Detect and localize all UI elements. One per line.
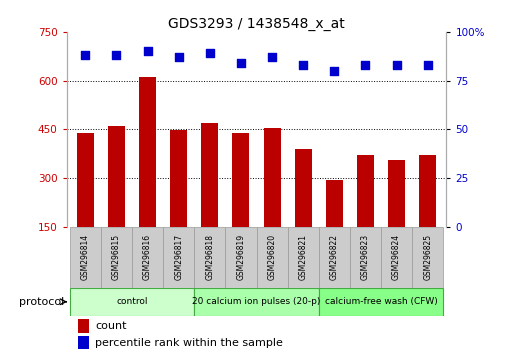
Bar bbox=[294, 149, 312, 227]
Bar bbox=[101, 227, 132, 287]
Point bbox=[268, 55, 276, 60]
Bar bbox=[139, 77, 156, 227]
Point bbox=[330, 68, 339, 74]
Bar bbox=[201, 124, 219, 227]
Bar bbox=[264, 128, 281, 227]
Bar bbox=[78, 336, 89, 349]
Text: GSM296815: GSM296815 bbox=[112, 234, 121, 280]
Bar bbox=[419, 155, 436, 227]
Point bbox=[174, 55, 183, 60]
Point bbox=[392, 62, 401, 68]
Text: percentile rank within the sample: percentile rank within the sample bbox=[95, 338, 283, 348]
Point bbox=[361, 62, 369, 68]
Text: calcium-free wash (CFW): calcium-free wash (CFW) bbox=[325, 297, 438, 306]
Text: GSM296821: GSM296821 bbox=[299, 234, 308, 280]
Text: GSM296822: GSM296822 bbox=[330, 234, 339, 280]
Bar bbox=[319, 227, 350, 287]
Bar bbox=[163, 227, 194, 287]
Point bbox=[206, 51, 214, 56]
Bar bbox=[132, 227, 163, 287]
Bar bbox=[194, 227, 225, 287]
Text: GSM296814: GSM296814 bbox=[81, 234, 90, 280]
Bar bbox=[232, 132, 249, 227]
Text: GSM296819: GSM296819 bbox=[236, 234, 245, 280]
Point bbox=[144, 48, 152, 54]
Point bbox=[237, 60, 245, 66]
Bar bbox=[170, 130, 187, 227]
Bar bbox=[108, 126, 125, 227]
Text: 20 calcium ion pulses (20-p): 20 calcium ion pulses (20-p) bbox=[192, 297, 321, 306]
Bar bbox=[412, 227, 443, 287]
Text: protocol: protocol bbox=[19, 297, 64, 307]
Text: GSM296817: GSM296817 bbox=[174, 234, 183, 280]
Bar bbox=[319, 287, 443, 316]
Title: GDS3293 / 1438548_x_at: GDS3293 / 1438548_x_at bbox=[168, 17, 345, 31]
Point bbox=[299, 62, 307, 68]
Text: GSM296816: GSM296816 bbox=[143, 234, 152, 280]
Bar bbox=[388, 160, 405, 227]
Text: GSM296823: GSM296823 bbox=[361, 234, 370, 280]
Text: GSM296824: GSM296824 bbox=[392, 234, 401, 280]
Bar bbox=[78, 319, 89, 332]
Point bbox=[81, 52, 89, 58]
Bar bbox=[77, 132, 94, 227]
Text: control: control bbox=[116, 297, 148, 306]
Text: count: count bbox=[95, 321, 127, 331]
Bar bbox=[357, 155, 374, 227]
Bar bbox=[194, 287, 319, 316]
Bar bbox=[288, 227, 319, 287]
Point bbox=[424, 62, 432, 68]
Bar bbox=[225, 227, 256, 287]
Point bbox=[112, 52, 121, 58]
Bar bbox=[256, 227, 288, 287]
Bar bbox=[70, 287, 194, 316]
Text: GSM296825: GSM296825 bbox=[423, 234, 432, 280]
Bar bbox=[70, 227, 101, 287]
Text: GSM296818: GSM296818 bbox=[205, 234, 214, 280]
Bar bbox=[381, 227, 412, 287]
Bar bbox=[326, 179, 343, 227]
Text: GSM296820: GSM296820 bbox=[268, 234, 277, 280]
Bar bbox=[350, 227, 381, 287]
